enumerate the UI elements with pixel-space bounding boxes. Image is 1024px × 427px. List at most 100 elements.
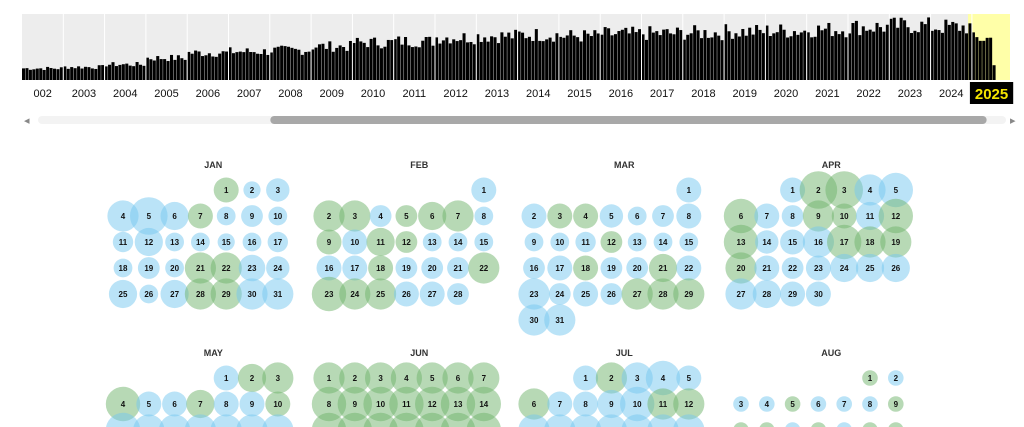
day-number[interactable]: 8 — [583, 400, 588, 409]
day-bubble[interactable] — [547, 203, 573, 229]
day-bubble[interactable] — [544, 304, 576, 336]
day-bubble[interactable] — [548, 283, 571, 305]
day-number[interactable]: 4 — [661, 374, 666, 383]
day-bubble[interactable] — [676, 255, 702, 281]
day-number[interactable]: 25 — [376, 290, 385, 299]
year-label[interactable]: 2015 — [567, 88, 591, 100]
day-bubble[interactable] — [468, 252, 500, 284]
day-number[interactable]: 3 — [276, 186, 281, 195]
day-number[interactable]: 4 — [583, 212, 588, 221]
day-number[interactable]: 25 — [866, 264, 875, 273]
day-number[interactable]: 23 — [325, 290, 334, 299]
day-number[interactable]: 27 — [737, 290, 746, 299]
day-bubble[interactable] — [266, 178, 290, 202]
day-number[interactable]: 1 — [482, 186, 487, 195]
day-bubble[interactable] — [468, 362, 500, 394]
day-bubble[interactable] — [342, 255, 368, 281]
day-bubble[interactable] — [187, 203, 213, 229]
day-number[interactable]: 20 — [170, 264, 179, 273]
day-number[interactable]: 11 — [119, 238, 128, 247]
day-number[interactable]: 2 — [250, 374, 255, 383]
day-number[interactable]: 2 — [250, 186, 255, 195]
day-bubble[interactable] — [805, 281, 831, 307]
day-number[interactable]: 3 — [739, 400, 744, 409]
day-bubble[interactable] — [854, 174, 886, 206]
day-bubble[interactable] — [134, 227, 163, 257]
day-bubble[interactable] — [647, 414, 679, 427]
day-bubble[interactable] — [216, 206, 236, 226]
day-bubble[interactable] — [595, 362, 628, 394]
day-number[interactable]: 31 — [273, 290, 282, 299]
day-bubble[interactable] — [418, 201, 447, 231]
day-number[interactable]: 23 — [248, 264, 257, 273]
day-bubble[interactable] — [626, 257, 649, 279]
day-number[interactable]: 20 — [737, 264, 746, 273]
day-bubble[interactable] — [524, 232, 544, 252]
day-bubble[interactable] — [550, 232, 570, 252]
day-number[interactable]: 10 — [633, 400, 642, 409]
day-number[interactable]: 1 — [224, 186, 229, 195]
day-bubble[interactable] — [620, 386, 655, 422]
day-number[interactable]: 8 — [327, 400, 332, 409]
day-number[interactable]: 18 — [866, 238, 875, 247]
day-number[interactable]: 1 — [327, 374, 332, 383]
day-number[interactable]: 6 — [172, 212, 177, 221]
year-label[interactable]: 2017 — [650, 88, 674, 100]
day-bubble[interactable] — [810, 396, 827, 412]
day-bubble[interactable] — [573, 281, 599, 307]
year-labels[interactable]: 002 2003 2004 2005 2006 2007 2008 2009 2010 2011 2… — [33, 82, 1014, 104]
day-number[interactable]: 21 — [196, 264, 205, 273]
day-bubble[interactable] — [210, 252, 242, 284]
day-bubble[interactable] — [600, 257, 623, 279]
day-number[interactable]: 11 — [581, 238, 590, 247]
year-label[interactable]: 2004 — [113, 88, 137, 100]
day-number[interactable]: 10 — [555, 238, 564, 247]
day-number[interactable]: 22 — [788, 264, 797, 273]
day-bubble[interactable] — [241, 205, 263, 227]
day-number[interactable]: 18 — [581, 264, 590, 273]
day-bubble[interactable] — [213, 391, 239, 417]
day-number[interactable]: 24 — [555, 290, 564, 299]
day-number[interactable]: 14 — [454, 238, 463, 247]
day-number[interactable]: 16 — [248, 238, 257, 247]
day-number[interactable]: 7 — [198, 212, 203, 221]
day-number[interactable]: 8 — [790, 212, 795, 221]
day-number[interactable]: 8 — [687, 212, 692, 221]
day-number[interactable]: 19 — [402, 264, 411, 273]
day-number[interactable]: 2 — [327, 212, 332, 221]
day-number[interactable]: 4 — [121, 400, 126, 409]
day-bubble[interactable] — [105, 386, 141, 422]
day-number[interactable]: 5 — [609, 212, 614, 221]
day-bubble[interactable] — [597, 389, 626, 419]
year-label[interactable]: 2007 — [237, 88, 261, 100]
selected-year-badge[interactable] — [969, 82, 1014, 104]
day-bubble[interactable] — [441, 412, 475, 427]
day-number[interactable]: 9 — [250, 400, 255, 409]
day-bubble[interactable] — [474, 206, 494, 226]
day-bubble[interactable] — [802, 200, 835, 232]
day-number[interactable]: 31 — [555, 316, 564, 325]
day-bubble[interactable] — [265, 391, 291, 417]
day-bubble[interactable] — [570, 414, 601, 427]
day-bubble[interactable] — [185, 414, 216, 427]
day-number[interactable]: 3 — [558, 212, 563, 221]
day-bubble[interactable] — [752, 279, 781, 309]
day-bubble[interactable] — [785, 422, 801, 427]
day-bubble[interactable] — [366, 227, 395, 257]
day-number[interactable]: 9 — [609, 400, 614, 409]
day-bubble[interactable] — [210, 278, 242, 310]
day-bubble[interactable] — [339, 200, 371, 232]
day-bubble[interactable] — [267, 231, 288, 253]
day-bubble[interactable] — [862, 370, 878, 386]
day-number[interactable]: 16 — [530, 264, 539, 273]
day-bubble[interactable] — [781, 205, 804, 227]
day-number[interactable]: 28 — [454, 290, 463, 299]
year-label[interactable]: 2020 — [774, 88, 798, 100]
day-number[interactable]: 3 — [378, 374, 383, 383]
day-bubble[interactable] — [621, 414, 653, 427]
year-label[interactable]: 2016 — [609, 88, 633, 100]
day-number[interactable]: 1 — [790, 186, 795, 195]
day-number[interactable]: 6 — [532, 400, 537, 409]
year-label[interactable]: 2013 — [485, 88, 509, 100]
day-bubble[interactable] — [573, 203, 599, 229]
